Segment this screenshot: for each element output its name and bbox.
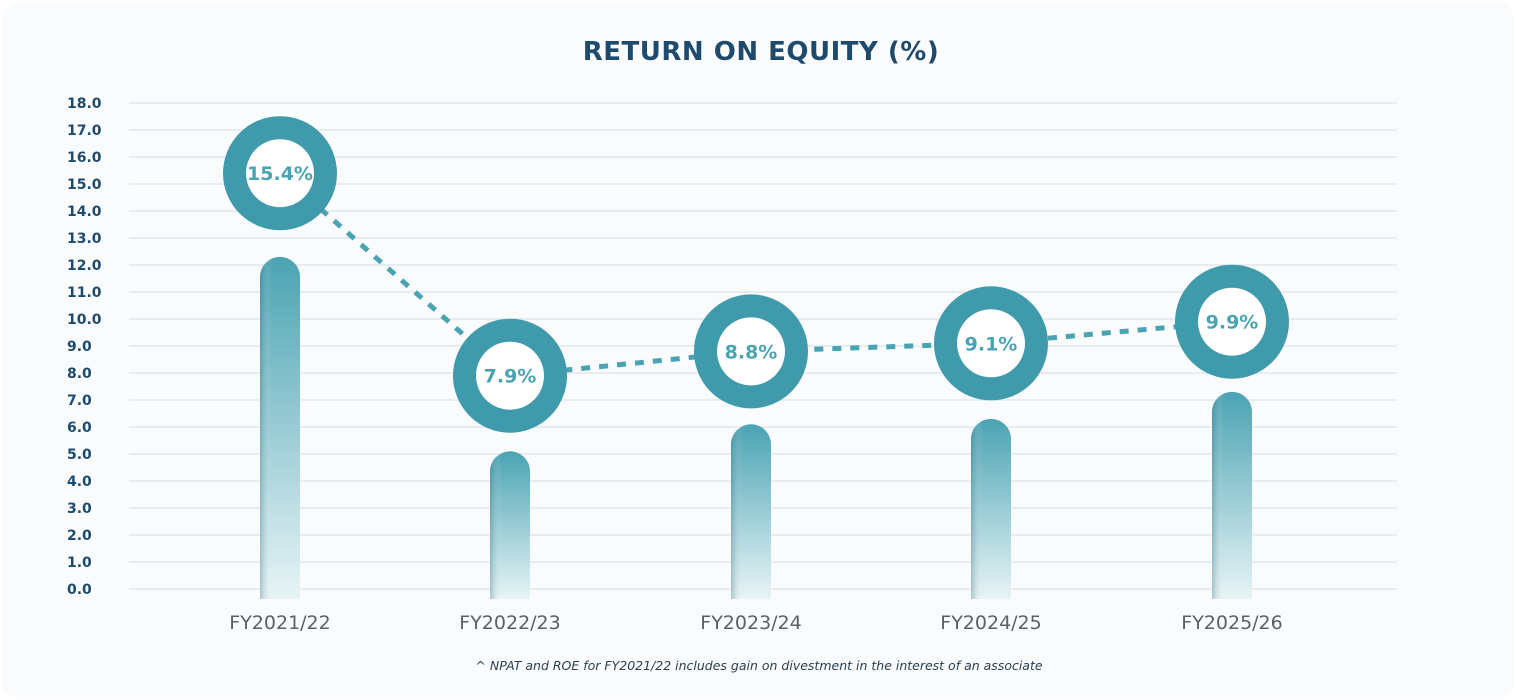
data-point-core bbox=[246, 139, 314, 208]
y-tick-label: 14.0 bbox=[67, 204, 102, 220]
y-tick-label: 12.0 bbox=[67, 258, 102, 274]
y-tick-label: 7.0 bbox=[67, 393, 92, 409]
data-point-core bbox=[1198, 287, 1266, 356]
y-tick-label: 1.0 bbox=[67, 555, 92, 571]
y-tick-label: 13.0 bbox=[67, 231, 102, 247]
bar-shade bbox=[731, 424, 771, 599]
y-tick-label: 6.0 bbox=[67, 420, 92, 436]
data-point-core bbox=[476, 341, 544, 410]
footnote: ^ NPAT and ROE for FY2021/22 includes ga… bbox=[475, 658, 1043, 673]
y-tick-label: 2.0 bbox=[67, 528, 92, 544]
chart-title: RETURN ON EQUITY (%) bbox=[582, 37, 940, 67]
y-tick-label: 0.0 bbox=[67, 582, 92, 598]
y-tick-label: 4.0 bbox=[67, 474, 92, 490]
data-label: 9.9% bbox=[1206, 312, 1259, 334]
data-label: 7.9% bbox=[484, 366, 537, 388]
data-point-core bbox=[957, 309, 1025, 378]
y-tick-label: 16.0 bbox=[67, 150, 102, 166]
y-tick-label: 9.0 bbox=[67, 339, 92, 355]
x-axis-ticks: FY2021/22 FY2022/23 FY2023/24 FY2024/25 FY20… bbox=[229, 612, 1282, 634]
x-tick-label: FY2025/26 bbox=[1181, 612, 1282, 634]
y-tick-label: 15.0 bbox=[67, 177, 102, 193]
y-tick-label: 11.0 bbox=[67, 285, 102, 301]
x-tick-label: FY2024/25 bbox=[940, 612, 1041, 634]
bar-shade bbox=[1212, 391, 1252, 599]
y-axis-ticks: 0.0 1.0 2.0 3.0 4.0 5.0 6.0 7.0 8.0 9.0 10.0 11.0 12… bbox=[67, 96, 102, 598]
bar-shade bbox=[490, 451, 530, 599]
y-tick-label: 17.0 bbox=[67, 123, 102, 139]
decorative-bars bbox=[260, 256, 1252, 599]
bar-shade bbox=[260, 256, 300, 599]
y-tick-label: 10.0 bbox=[67, 312, 102, 328]
data-label: 15.4% bbox=[247, 163, 313, 185]
data-label: 9.1% bbox=[965, 333, 1018, 355]
x-tick-label: FY2021/22 bbox=[229, 612, 330, 634]
x-tick-label: FY2022/23 bbox=[459, 612, 560, 634]
y-tick-label: 3.0 bbox=[67, 501, 92, 517]
x-tick-label: FY2023/24 bbox=[700, 612, 801, 634]
bar-shade bbox=[971, 418, 1011, 599]
y-tick-label: 5.0 bbox=[67, 447, 92, 463]
data-point-core bbox=[717, 317, 785, 386]
roe-markers: 15.4% 7.9% 8.8% 9.1% 9.9% bbox=[223, 116, 1289, 433]
data-label: 8.8% bbox=[725, 341, 778, 363]
y-tick-label: 18.0 bbox=[67, 96, 102, 112]
y-tick-label: 8.0 bbox=[67, 366, 92, 382]
